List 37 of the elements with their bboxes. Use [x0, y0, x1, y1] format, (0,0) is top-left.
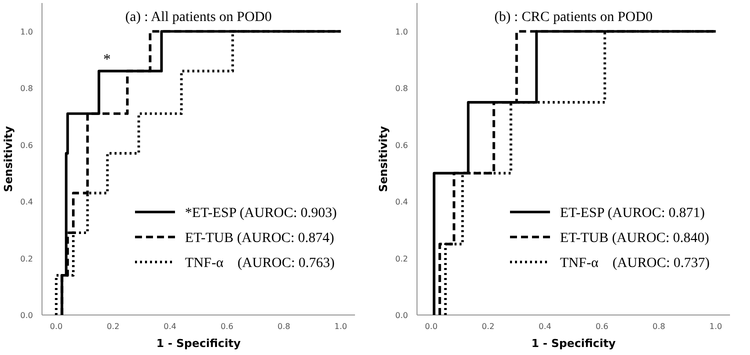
- text: (a) : All patients on POD0: [125, 10, 272, 25]
- x-axis-title: 1 - Specificity: [531, 337, 616, 350]
- y-tick-label: 1.0: [20, 27, 33, 36]
- text: (b) : CRC patients on POD0: [494, 10, 653, 25]
- x-tick-label: 0.6: [220, 322, 234, 331]
- y-tick-label: 0.0: [395, 311, 408, 320]
- x-tick-label: 0.0: [424, 322, 438, 331]
- x-tick-label: 0.8: [652, 322, 666, 331]
- y-tick-label: 0.6: [20, 140, 33, 150]
- y-tick-label: 0.6: [395, 140, 408, 150]
- y-tick-label: 0.8: [20, 84, 33, 94]
- y-tick-label: 0.8: [395, 84, 408, 94]
- x-tick-label: 0.4: [164, 322, 176, 331]
- x-axis-title: 1 - Specificity: [156, 337, 241, 350]
- y-tick-label: 0.4: [395, 198, 408, 207]
- x-tick-label: 0.8: [277, 322, 290, 331]
- y-axis-title: Sensitivity: [2, 126, 15, 192]
- legend-label: TNF-α (AUROC: 0.737): [560, 256, 710, 271]
- x-tick-label: 0.2: [106, 322, 120, 331]
- x-tick-label: 1.0: [334, 322, 348, 331]
- y-tick-label: 0.2: [20, 254, 33, 264]
- legend-label: ET-TUB (AUROC: 0.874): [185, 231, 335, 246]
- y-tick-label: 0.0: [20, 311, 33, 320]
- x-tick-label: 0.6: [596, 322, 608, 331]
- legend-label: TNF-α (AUROC: 0.763): [185, 256, 336, 271]
- legend-label: ET-ESP (AUROC: 0.871): [560, 206, 706, 221]
- x-tick-label: 1.0: [709, 322, 722, 331]
- legend-label: ET-TUB (AUROC: 0.840): [560, 231, 710, 246]
- y-tick-label: 1.0: [395, 27, 408, 36]
- x-tick-label: 0.4: [538, 322, 552, 331]
- legend-label: *ET-ESP (AUROC: 0.903): [185, 206, 338, 221]
- annotation: *: [103, 52, 111, 68]
- y-axis-title: Sensitivity: [377, 126, 390, 192]
- x-tick-label: 0.2: [482, 322, 495, 331]
- x-tick-label: 0.0: [50, 322, 63, 331]
- y-tick-label: 0.2: [395, 254, 408, 264]
- y-tick-label: 0.4: [20, 198, 33, 207]
